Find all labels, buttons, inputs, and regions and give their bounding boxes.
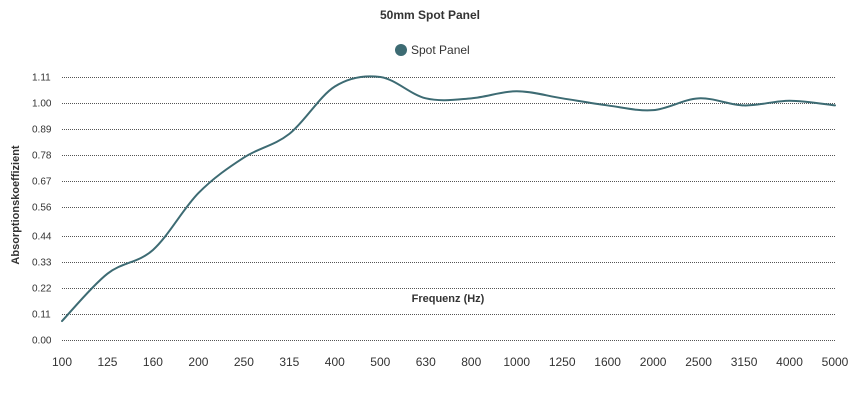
x-tick-label: 125 bbox=[97, 355, 117, 369]
legend-label[interactable]: Spot Panel bbox=[411, 43, 470, 57]
x-tick-label: 5000 bbox=[822, 355, 849, 369]
y-tick-label: 0.67 bbox=[32, 177, 52, 188]
legend-marker[interactable] bbox=[395, 44, 407, 56]
x-tick-label: 3150 bbox=[731, 355, 758, 369]
x-tick-label: 630 bbox=[416, 355, 436, 369]
x-tick-label: 1000 bbox=[503, 355, 530, 369]
gridlines bbox=[62, 77, 835, 341]
y-tick-label: 0.44 bbox=[32, 232, 52, 243]
y-tick-label: 0.00 bbox=[32, 336, 52, 347]
y-tick-label: 1.00 bbox=[32, 99, 52, 110]
x-tick-label: 250 bbox=[234, 355, 254, 369]
y-tick-label: 0.11 bbox=[32, 310, 51, 321]
x-tick-label: 1600 bbox=[594, 355, 621, 369]
y-tick-label: 0.56 bbox=[32, 203, 52, 214]
y-axis-label: Absorptionskoeffizient bbox=[10, 145, 22, 265]
y-tick-label: 0.33 bbox=[32, 258, 52, 269]
x-tick-label: 200 bbox=[188, 355, 208, 369]
legend: Spot Panel bbox=[395, 43, 470, 57]
y-axis-tick-labels: 0.00 0.11 0.22 0.33 0.44 0.56 0.67 0.78 0.89 1.00… bbox=[32, 73, 52, 347]
x-tick-label: 315 bbox=[279, 355, 299, 369]
x-tick-label: 500 bbox=[370, 355, 390, 369]
x-tick-label: 2000 bbox=[640, 355, 667, 369]
x-tick-label: 100 bbox=[52, 355, 72, 369]
x-tick-label: 400 bbox=[325, 355, 345, 369]
y-tick-label: 0.89 bbox=[32, 125, 52, 136]
x-tick-label: 4000 bbox=[776, 355, 803, 369]
series-line-spot-panel[interactable] bbox=[61, 75, 836, 323]
x-axis-tick-labels: 100 125 160 200 250 315 400 500 630 800 1000 1250 16… bbox=[52, 355, 849, 369]
y-tick-label: 0.78 bbox=[32, 151, 52, 162]
chart-title: 50mm Spot Panel bbox=[380, 8, 480, 22]
x-tick-label: 2500 bbox=[685, 355, 712, 369]
x-tick-label: 800 bbox=[461, 355, 481, 369]
x-axis-label: Frequenz (Hz) bbox=[412, 293, 485, 305]
x-tick-label: 160 bbox=[143, 355, 163, 369]
y-tick-label: 1.11 bbox=[32, 73, 51, 84]
x-tick-label: 1250 bbox=[549, 355, 576, 369]
y-tick-label: 0.22 bbox=[32, 284, 52, 295]
